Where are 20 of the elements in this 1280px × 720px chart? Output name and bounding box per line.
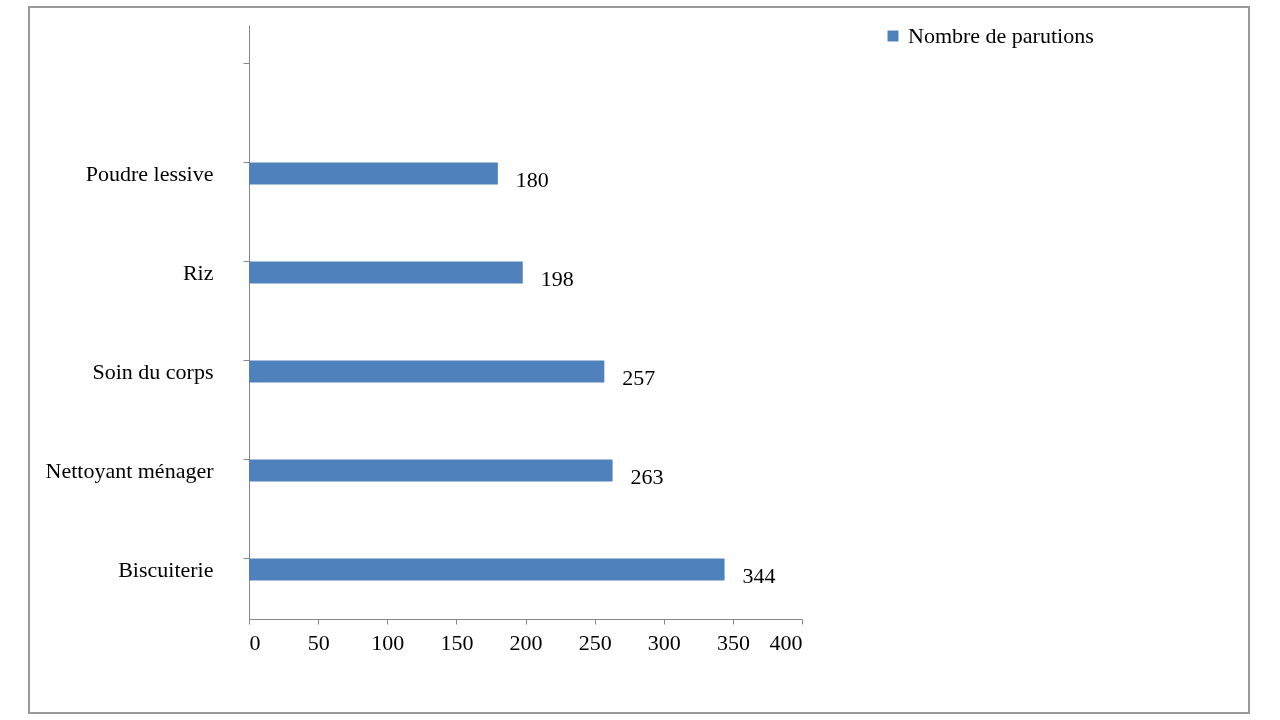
- data-label: 180: [515, 166, 549, 192]
- y-tick-label: Soin du corps: [92, 358, 214, 384]
- data-label: 344: [742, 562, 776, 588]
- x-tick-label: 100: [371, 629, 405, 655]
- x-tick-label: 50: [307, 629, 330, 655]
- x-tick-label: 150: [440, 629, 474, 655]
- x-tick-label: 0: [249, 629, 261, 655]
- x-tick-label: 250: [578, 629, 612, 655]
- data-label: 257: [622, 364, 656, 390]
- x-tick-label: 400: [769, 629, 803, 655]
- legend-label: Nombre de parutions: [908, 23, 1094, 48]
- x-tick-label: 200: [509, 629, 543, 655]
- y-tick-label: Poudre lessive: [85, 160, 214, 186]
- y-tick-label: Biscuiterie: [118, 556, 214, 582]
- x-tick-label: 300: [647, 629, 681, 655]
- y-tick-label: Nettoyant ménager: [45, 457, 215, 483]
- x-tick-label: 350: [716, 629, 750, 655]
- data-label: 263: [630, 463, 664, 489]
- y-tick-label: Riz: [182, 259, 214, 285]
- data-label: 198: [540, 265, 574, 291]
